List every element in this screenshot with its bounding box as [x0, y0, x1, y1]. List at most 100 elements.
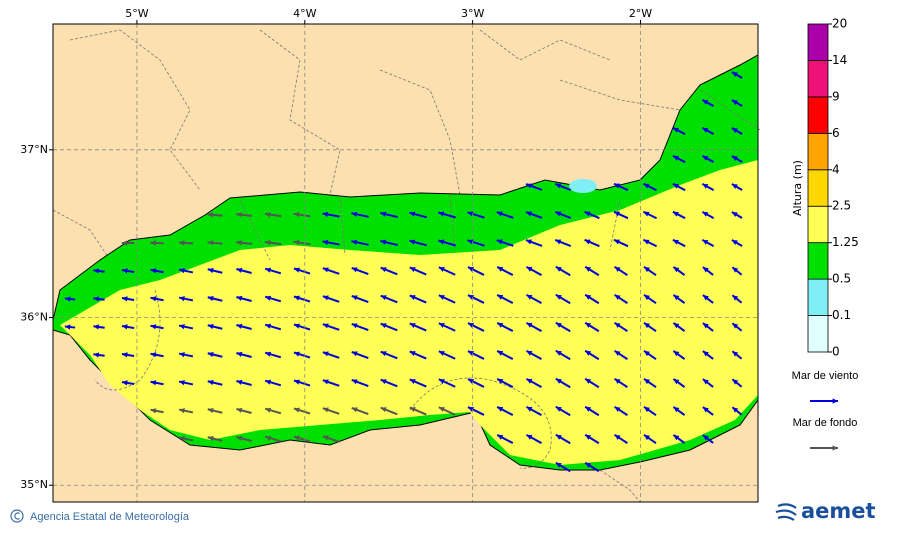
wave-arrow-head	[702, 323, 709, 329]
wave-arrow-head	[643, 294, 650, 301]
wave-arrow-head	[351, 211, 358, 217]
lagoon	[569, 179, 597, 193]
wave-arrow-head	[732, 295, 739, 301]
wave-arrow-head	[351, 239, 358, 245]
wave-arrow-head	[380, 239, 387, 245]
wave-arrow-head	[555, 378, 562, 384]
footer: Agencia Estatal de Meteorología aemet	[10, 499, 876, 523]
wave-arrow-head	[672, 155, 679, 161]
wave-arrow-head	[207, 379, 214, 386]
wave-arrow-head	[265, 351, 272, 357]
map-frame	[52, 23, 759, 503]
wave-arrow-head	[380, 379, 387, 385]
wave-arrow-head	[614, 294, 621, 300]
wave-arrow-head	[351, 323, 358, 329]
wave-arrow-head	[525, 183, 532, 189]
wave-arrow-head	[555, 434, 562, 440]
wave-arrow-head	[322, 267, 329, 273]
wave-arrow-head	[380, 351, 387, 357]
wave-arrow-head	[380, 407, 387, 413]
wave-arrow-head	[293, 267, 300, 273]
wave-arrow-head	[585, 434, 592, 440]
wave-arrow-head	[93, 296, 100, 302]
colorbar-segment	[807, 60, 829, 98]
y-tick-label: 35°N	[20, 478, 48, 491]
wave-arrow-head	[150, 380, 157, 386]
wave-arrow-head	[702, 155, 709, 161]
colorbar-label: 4	[832, 162, 840, 176]
wave-arrow-head	[293, 295, 300, 301]
wave-arrow-head	[207, 295, 214, 302]
wave-arrow-head	[150, 240, 156, 246]
wave-arrow-head	[467, 239, 474, 245]
wave-arrow-head	[497, 322, 504, 328]
wave-arrow-head	[93, 352, 100, 358]
wave-arrow-head	[207, 267, 214, 274]
wave-arrow-head	[322, 295, 329, 301]
colorbar-segment	[807, 96, 829, 134]
wave-arrow-head	[673, 378, 680, 385]
wave-arrow-head	[468, 407, 475, 412]
wave-arrow-head	[526, 294, 533, 300]
graticule	[49, 20, 758, 502]
wave-arrow-head	[555, 350, 562, 356]
wave-arrow-head	[496, 211, 503, 217]
map	[49, 20, 761, 503]
wave-arrow-head	[731, 71, 738, 77]
wave-arrow-head	[468, 323, 475, 328]
wave-arrow-head	[265, 435, 272, 441]
x-tick-label: 3°W	[461, 7, 484, 20]
colorbar-segment	[807, 278, 829, 316]
wave-arrow-head	[409, 323, 416, 328]
colorbar: Altura (m) 0 0.1 0.5 1.25 2.5 4 6 9 14 20	[791, 17, 859, 359]
wave-arrow-head	[179, 436, 185, 442]
colorbar-segment	[807, 132, 829, 171]
wave-arrow-head	[179, 268, 185, 274]
wave-arrow-head	[672, 127, 679, 133]
wave-arrow-head	[643, 211, 650, 217]
wave-arrow-head	[322, 435, 329, 441]
wave-arrow-head	[643, 378, 650, 385]
wave-arrow-head	[409, 267, 416, 272]
wave-arrow-head	[732, 267, 739, 273]
wave-arrow-head	[121, 352, 128, 358]
wave-arrow-head	[179, 352, 185, 358]
wave-arrow-head	[643, 434, 650, 441]
wave-arrow-head	[351, 267, 358, 273]
wave-arrow-head	[322, 323, 329, 329]
wave-arrow-head	[207, 351, 214, 358]
wave-arrow-head	[351, 407, 358, 413]
wave-arrow-head	[673, 434, 680, 441]
legend-arrow-head	[832, 445, 838, 451]
wave-arrow-head	[438, 211, 445, 217]
wave-arrow-head	[585, 406, 592, 412]
wave-arrow-head	[322, 379, 329, 385]
wave-arrow-head	[731, 127, 738, 133]
legend-label: Mar de fondo	[793, 417, 858, 429]
y-tick-label: 36°N	[20, 311, 48, 324]
y-tick-label: 37°N	[20, 143, 48, 156]
wave-arrow-head	[438, 295, 445, 300]
wave-arrow-head	[643, 183, 650, 189]
province-borders	[52, 29, 681, 503]
wave-arrow-head	[732, 379, 739, 385]
colorbar-label: 6	[832, 126, 840, 140]
colorbar-label: 2.5	[832, 199, 851, 213]
wave-arrow-head	[264, 240, 271, 246]
colorbar-label: 14	[832, 53, 847, 67]
wave-arrow-head	[93, 324, 100, 330]
wave-arrow-head	[121, 240, 128, 246]
wave-arrow-head	[614, 322, 621, 328]
wave-arrow-head	[468, 351, 475, 356]
wave-arrow-head	[555, 266, 562, 272]
legend-label: Mar de viento	[792, 370, 859, 382]
wave-arrow-head	[702, 435, 709, 441]
wave-arrow-head	[555, 239, 562, 245]
wave-arrow-head	[614, 266, 621, 272]
wave-arrow-head	[731, 99, 738, 105]
wave-arrow-head	[409, 211, 416, 217]
wave-arrow-head	[265, 267, 272, 273]
wave-arrow-head	[207, 323, 214, 330]
wave-arrow-head	[702, 99, 709, 105]
wave-arrow-head	[585, 378, 592, 384]
